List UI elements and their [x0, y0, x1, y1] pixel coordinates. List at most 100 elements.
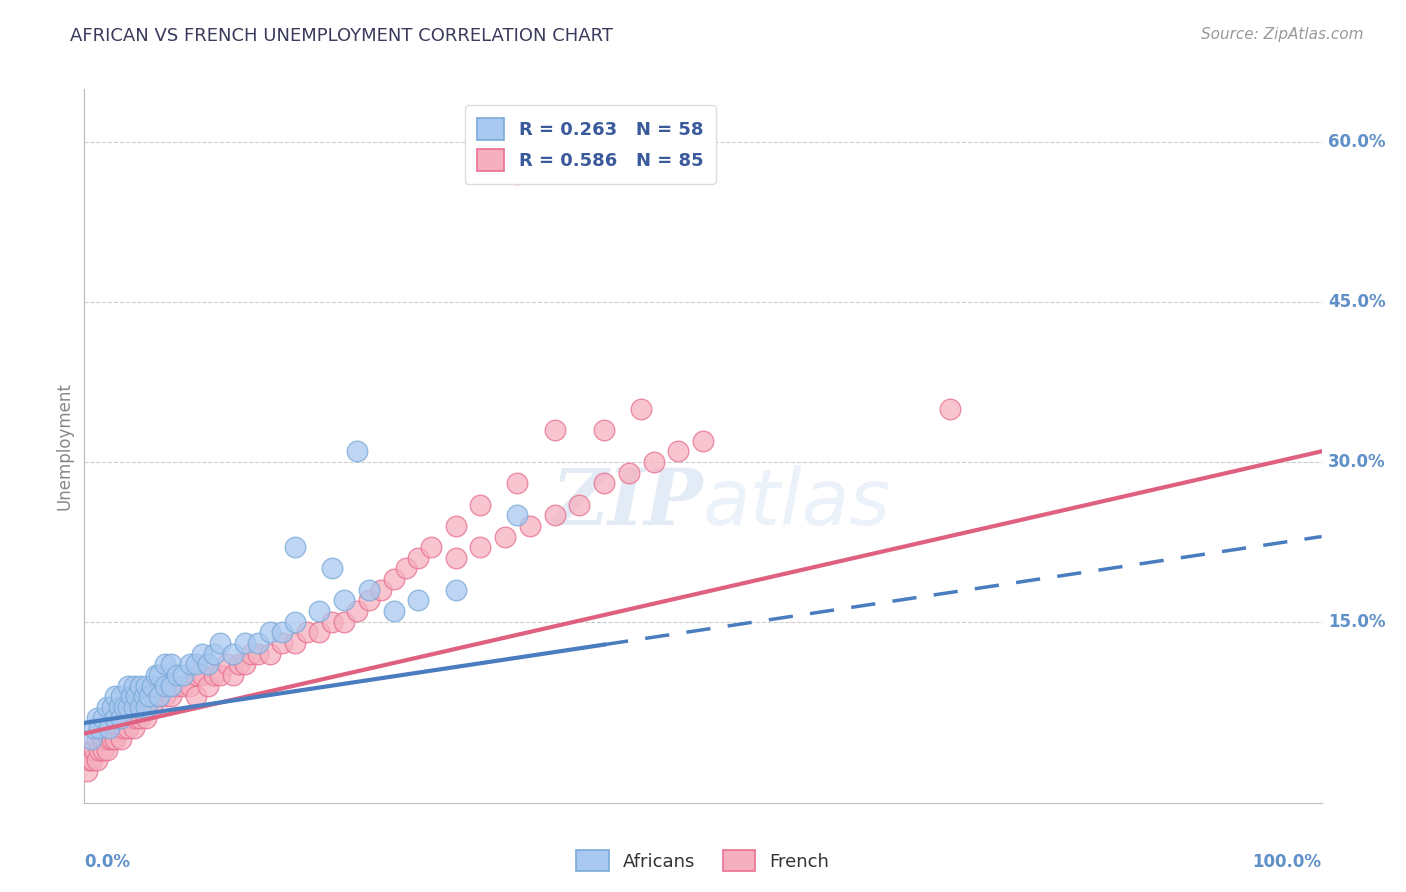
Point [593, 423, 616, 437]
Text: ZIP: ZIP [551, 465, 703, 541]
Point [395, 561, 418, 575]
Point [382, 572, 405, 586]
Point [160, 690, 183, 704]
Point [321, 561, 343, 575]
Point [408, 593, 430, 607]
Point [346, 604, 368, 618]
Point [80, 753, 103, 767]
Point [357, 593, 380, 607]
Point [184, 668, 207, 682]
Point [86, 731, 108, 746]
Text: Source: ZipAtlas.com: Source: ZipAtlas.com [1201, 27, 1364, 42]
Point [470, 498, 492, 512]
Point [129, 700, 152, 714]
Point [321, 615, 343, 629]
Point [122, 700, 145, 714]
Point [630, 401, 652, 416]
Legend: Africans, French: Africans, French [569, 843, 837, 879]
Point [153, 690, 176, 704]
Point [419, 540, 441, 554]
Point [506, 508, 529, 523]
Point [222, 668, 245, 682]
Point [271, 636, 294, 650]
Point [184, 690, 207, 704]
Point [197, 657, 219, 672]
Point [209, 636, 232, 650]
Point [506, 476, 529, 491]
Point [346, 444, 368, 458]
Point [117, 700, 139, 714]
Point [83, 742, 105, 756]
Point [153, 657, 176, 672]
Point [83, 721, 105, 735]
Point [125, 710, 148, 724]
Point [104, 690, 127, 704]
Point [519, 519, 541, 533]
Point [222, 647, 245, 661]
Point [160, 657, 183, 672]
Point [166, 668, 188, 682]
Point [98, 721, 121, 735]
Point [120, 690, 142, 704]
Point [259, 625, 281, 640]
Point [122, 700, 145, 714]
Point [666, 444, 689, 458]
Point [141, 700, 163, 714]
Point [259, 647, 281, 661]
Point [110, 690, 132, 704]
Point [357, 582, 380, 597]
Point [148, 690, 170, 704]
Point [233, 657, 256, 672]
Point [308, 604, 330, 618]
Point [617, 466, 640, 480]
Point [96, 742, 118, 756]
Point [233, 636, 256, 650]
Point [120, 710, 142, 724]
Point [172, 679, 194, 693]
Point [122, 679, 145, 693]
Text: 60.0%: 60.0% [1327, 134, 1385, 152]
Point [96, 721, 118, 735]
Point [89, 721, 111, 735]
Point [76, 764, 98, 778]
Point [191, 668, 214, 682]
Point [112, 721, 135, 735]
Point [506, 168, 529, 182]
Point [108, 700, 131, 714]
Text: 15.0%: 15.0% [1327, 613, 1385, 631]
Point [125, 690, 148, 704]
Point [79, 742, 101, 756]
Point [129, 710, 152, 724]
Point [593, 476, 616, 491]
Point [89, 742, 111, 756]
Point [470, 540, 492, 554]
Point [148, 690, 170, 704]
Point [543, 423, 565, 437]
Point [939, 401, 962, 416]
Point [129, 679, 152, 693]
Point [93, 731, 115, 746]
Point [284, 636, 307, 650]
Point [104, 710, 127, 724]
Point [117, 679, 139, 693]
Point [444, 550, 467, 565]
Point [135, 679, 157, 693]
Point [148, 668, 170, 682]
Point [145, 668, 167, 682]
Text: 0.0%: 0.0% [84, 853, 131, 871]
Point [370, 582, 392, 597]
Point [86, 753, 108, 767]
Point [202, 647, 225, 661]
Point [104, 710, 127, 724]
Point [135, 700, 157, 714]
Point [166, 679, 188, 693]
Point [98, 731, 121, 746]
Point [284, 615, 307, 629]
Point [110, 710, 132, 724]
Legend: R = 0.263   N = 58, R = 0.586   N = 85: R = 0.263 N = 58, R = 0.586 N = 85 [464, 105, 716, 184]
Point [153, 679, 176, 693]
Y-axis label: Unemployment: Unemployment [55, 382, 73, 510]
Point [132, 690, 155, 704]
Point [543, 508, 565, 523]
Point [91, 742, 114, 756]
